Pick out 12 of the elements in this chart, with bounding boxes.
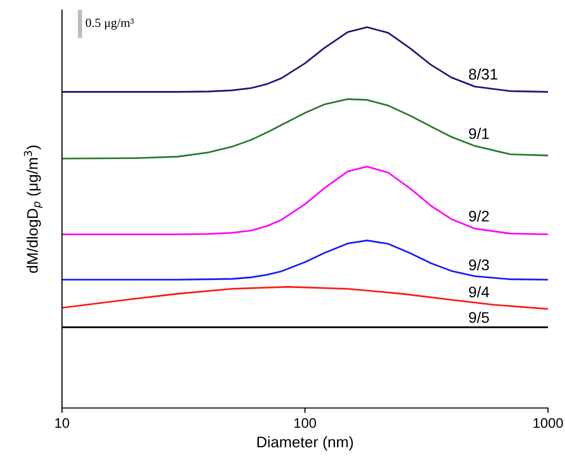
- y-axis-title: dM/dlogD$_{p}$ (μg/m$^{3}$): [24, 146, 42, 273]
- series-label: 9/1: [469, 128, 489, 140]
- annotation: 0.5 μg/m³: [86, 18, 134, 30]
- x-tick-label: 10: [55, 418, 70, 428]
- series-label: 9/4: [469, 286, 490, 298]
- series-label: 9/2: [469, 210, 489, 222]
- series-label: 9/3: [469, 259, 489, 270]
- x-tick-label: 100: [294, 418, 316, 428]
- x-axis-title: Diameter (nm): [257, 436, 353, 450]
- series-label: 8/31: [468, 68, 498, 80]
- series-label: 9/5: [469, 312, 489, 323]
- x-tick-label: 1000: [534, 418, 563, 428]
